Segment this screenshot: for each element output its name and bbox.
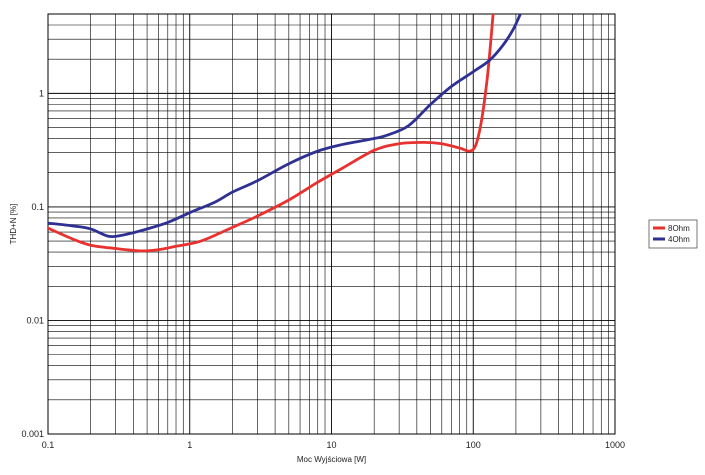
legend-label: 8Ohm <box>668 224 690 233</box>
x-tick-label: 100 <box>466 440 481 450</box>
legend-box <box>648 219 698 249</box>
x-tick-label: 10 <box>326 440 336 450</box>
y-axis-title: THD+N [%] <box>9 204 18 245</box>
x-tick-label: 1 <box>187 440 192 450</box>
x-tick-label: 0.1 <box>42 440 55 450</box>
legend-label: 4Ohm <box>668 235 690 244</box>
series-line-8ohm <box>48 14 495 253</box>
y-tick-label: 0.01 <box>26 315 44 325</box>
y-tick-label: 1 <box>39 88 44 98</box>
x-tick-label: 1000 <box>605 440 625 450</box>
y-tick-label: 0.001 <box>21 429 44 439</box>
grid <box>47 13 616 435</box>
tick-labels: 0.1 1 10 100 1000 0.001 0.01 0.1 1 <box>21 88 625 450</box>
data-lines <box>48 14 522 253</box>
series-line-4ohm <box>48 14 522 239</box>
y-tick-label: 0.1 <box>31 202 44 212</box>
legend: 8Ohm 4Ohm <box>648 219 698 249</box>
x-axis-title: Moc Wyjściowa [W] <box>297 455 366 464</box>
